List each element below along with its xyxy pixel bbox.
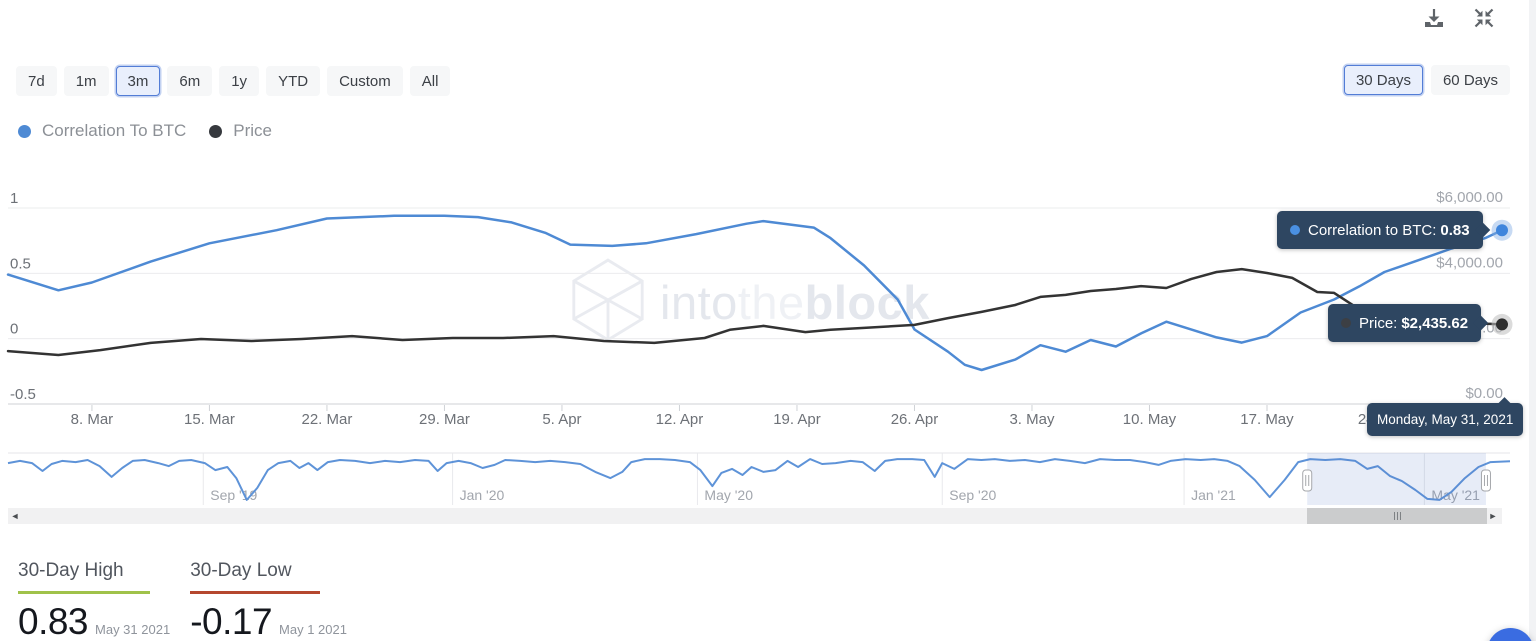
- range-3m[interactable]: 3m: [115, 66, 161, 96]
- x-axis-label: 12. Apr: [656, 411, 704, 428]
- navigator-axis-label: May '21: [1431, 487, 1480, 503]
- stat-30-day-low: 30-Day Low -0.17 May 1 2021: [190, 560, 347, 641]
- price-marker-dot[interactable]: [1496, 318, 1508, 331]
- x-axis-label: 8. Mar: [71, 411, 114, 428]
- correlation-legend-dot-icon: [18, 124, 31, 138]
- range-1y[interactable]: 1y: [219, 66, 260, 96]
- x-axis-label: 17. May: [1240, 411, 1294, 428]
- price-tooltip-value: $2,435.62: [1401, 314, 1469, 332]
- navigator-axis-label: May '20: [704, 487, 753, 503]
- collapse-chart-button[interactable]: [1472, 5, 1498, 31]
- intotheblock-cube-icon: [570, 258, 646, 347]
- download-icon: [1422, 6, 1448, 30]
- navigator-scrollbar[interactable]: ◄ ►: [8, 508, 1502, 524]
- navigator-axis-label: Jan '21: [1191, 487, 1236, 503]
- chart-actions: [1422, 5, 1498, 31]
- y-axis-left-label: 1: [10, 190, 18, 207]
- stat-low-title: 30-Day Low: [190, 560, 292, 581]
- price-tooltip-dot-icon: [1341, 318, 1351, 328]
- x-axis-label: 26. Apr: [891, 411, 939, 428]
- scrollbar-grip-icon: [1396, 512, 1398, 520]
- navigator-axis-label: Jan '20: [460, 487, 505, 503]
- y-axis-left-label: 0: [10, 321, 18, 338]
- range-all[interactable]: All: [409, 66, 451, 96]
- price-tooltip: Price: $2,435.62: [1328, 304, 1482, 342]
- time-range-selector: 7d 1m 3m 6m 1y YTD Custom All: [16, 66, 451, 96]
- x-axis-label: 22. Mar: [302, 411, 353, 428]
- navigator-right-handle[interactable]: [1480, 469, 1491, 492]
- range-6m[interactable]: 6m: [167, 66, 213, 96]
- legend-item-price[interactable]: Price: [209, 121, 272, 141]
- y-axis-right-label: $4,000.00: [1436, 254, 1503, 271]
- stats-panel: 30-Day High 0.83 May 31 2021 30-Day Low …: [18, 560, 347, 641]
- scrollbar-thumb[interactable]: [1307, 508, 1487, 524]
- legend-label-correlation: Correlation To BTC: [42, 121, 187, 140]
- period-selector: 30 Days 60 Days: [1343, 65, 1510, 95]
- correlation-tooltip-label: Correlation to BTC:: [1308, 221, 1437, 239]
- y-axis-left-label: 0.5: [10, 255, 31, 272]
- navigator-selected-range[interactable]: [1307, 453, 1486, 505]
- navigator-series-line: [7, 458, 1511, 501]
- navigator-axis-label: Sep '20: [949, 487, 996, 503]
- y-axis-right-label: $0.00: [1465, 385, 1503, 402]
- correlation-marker-dot[interactable]: [1496, 224, 1508, 237]
- stat-low-value: -0.17: [190, 601, 273, 641]
- scrollbar-left-arrow[interactable]: ◄: [8, 508, 22, 524]
- chat-launcher-button[interactable]: [1487, 628, 1534, 641]
- stat-high-date: May 31 2021: [95, 622, 171, 637]
- x-axis-label: 29. Mar: [419, 411, 470, 428]
- range-ytd[interactable]: YTD: [266, 66, 321, 96]
- legend-item-correlation[interactable]: Correlation To BTC: [18, 121, 186, 141]
- y-axis-right-label: $6,000.00: [1436, 189, 1503, 206]
- download-chart-button[interactable]: [1422, 5, 1448, 31]
- period-30-days[interactable]: 30 Days: [1343, 65, 1423, 95]
- date-tooltip: Monday, May 31, 2021: [1367, 403, 1524, 436]
- stat-high-underline: [18, 591, 150, 594]
- date-tooltip-text: Monday, May 31, 2021: [1377, 412, 1514, 427]
- x-axis-label: 19. Apr: [773, 411, 821, 428]
- range-1m[interactable]: 1m: [63, 66, 109, 96]
- navigator-left-handle[interactable]: [1302, 469, 1313, 492]
- stat-low-underline: [190, 591, 321, 594]
- scrollbar-grip-icon: [1399, 512, 1401, 520]
- correlation-tooltip-value: 0.83: [1440, 221, 1470, 239]
- x-axis-label: 3. May: [1009, 411, 1055, 428]
- period-60-days[interactable]: 60 Days: [1430, 65, 1510, 95]
- collapse-icon: [1472, 6, 1498, 30]
- y-axis-left-label: -0.5: [10, 386, 36, 403]
- stat-high-title: 30-Day High: [18, 560, 124, 581]
- price-tooltip-label: Price:: [1359, 314, 1398, 332]
- correlation-tooltip-dot-icon: [1290, 225, 1300, 235]
- x-axis-label: 10. May: [1123, 411, 1177, 428]
- legend-label-price: Price: [233, 121, 272, 140]
- stat-high-value: 0.83: [18, 601, 89, 641]
- chart-legend: Correlation To BTC Price: [18, 121, 272, 141]
- series-line-price: [6, 267, 1504, 357]
- range-7d[interactable]: 7d: [16, 66, 57, 96]
- correlation-tooltip: Correlation to BTC: 0.83: [1277, 211, 1483, 249]
- series-line-correlation: [6, 214, 1504, 372]
- x-axis-label: 15. Mar: [184, 411, 235, 428]
- range-custom[interactable]: Custom: [327, 66, 403, 96]
- x-axis-label: 5. Apr: [542, 411, 581, 428]
- scrollbar-right-arrow[interactable]: ►: [1486, 508, 1500, 524]
- stat-30-day-high: 30-Day High 0.83 May 31 2021: [18, 560, 170, 641]
- price-legend-dot-icon: [209, 124, 223, 138]
- scrollbar-grip-icon: [1393, 512, 1395, 520]
- page-scrollbar-track[interactable]: [1529, 0, 1536, 641]
- stat-low-date: May 1 2021: [279, 622, 347, 637]
